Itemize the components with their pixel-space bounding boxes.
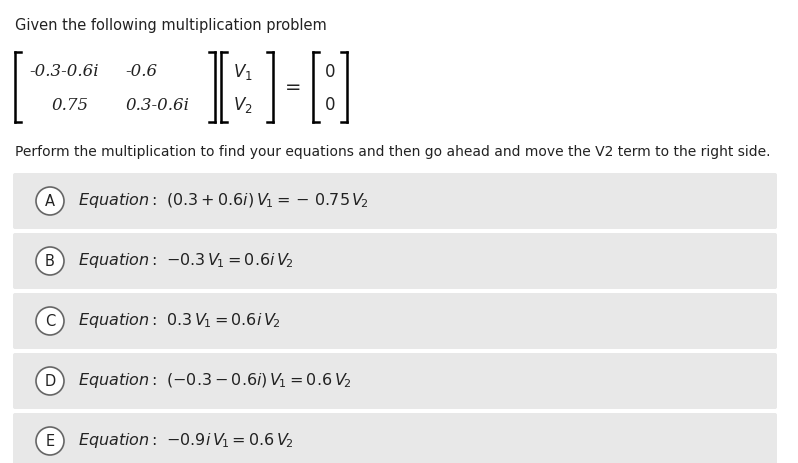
FancyBboxPatch shape [13, 413, 777, 463]
Ellipse shape [36, 367, 64, 395]
Ellipse shape [36, 187, 64, 215]
Text: 0.3-0.6i: 0.3-0.6i [125, 96, 189, 113]
Text: 0: 0 [325, 63, 335, 81]
Ellipse shape [36, 427, 64, 455]
Text: E: E [45, 433, 54, 449]
Text: $\mathit{Equation:}$: $\mathit{Equation:}$ [78, 312, 157, 331]
Text: $\mathit{Equation:}$: $\mathit{Equation:}$ [78, 251, 157, 270]
Text: $\mathit{Equation:}$: $\mathit{Equation:}$ [78, 432, 157, 450]
Text: A: A [45, 194, 55, 208]
Text: =: = [285, 77, 302, 96]
Ellipse shape [36, 247, 64, 275]
Text: Perform the multiplication to find your equations and then go ahead and move the: Perform the multiplication to find your … [15, 145, 771, 159]
Text: 0.75: 0.75 [51, 96, 88, 113]
Text: $0.3\,V_{\!1} = 0.6i\,V_{\!2}$: $0.3\,V_{\!1} = 0.6i\,V_{\!2}$ [156, 312, 280, 330]
FancyBboxPatch shape [13, 173, 777, 229]
Text: 0: 0 [325, 96, 335, 114]
Ellipse shape [36, 307, 64, 335]
Text: $V_1$: $V_1$ [233, 62, 253, 82]
FancyBboxPatch shape [13, 353, 777, 409]
Text: -0.3-0.6i: -0.3-0.6i [29, 63, 99, 81]
Text: $\mathit{Equation:}$: $\mathit{Equation:}$ [78, 192, 157, 211]
Text: D: D [45, 374, 56, 388]
Text: -0.6: -0.6 [125, 63, 157, 81]
Text: $V_2$: $V_2$ [233, 95, 253, 115]
Text: $-0.3\,V_{\!1} = 0.6i\,V_{\!2}$: $-0.3\,V_{\!1} = 0.6i\,V_{\!2}$ [156, 252, 294, 270]
Text: $\mathit{Equation:}$: $\mathit{Equation:}$ [78, 371, 157, 390]
FancyBboxPatch shape [13, 233, 777, 289]
Text: $-0.9i\,V_{\!1} = 0.6\,V_{\!2}$: $-0.9i\,V_{\!1} = 0.6\,V_{\!2}$ [156, 432, 294, 450]
FancyBboxPatch shape [13, 293, 777, 349]
Text: C: C [45, 313, 55, 329]
Text: B: B [45, 254, 55, 269]
Text: Given the following multiplication problem: Given the following multiplication probl… [15, 18, 326, 33]
Text: $(0.3+0.6i)\,V_{\!1} = -\,0.75\,V_{\!2}$: $(0.3+0.6i)\,V_{\!1} = -\,0.75\,V_{\!2}$ [156, 192, 369, 210]
Text: $(-0.3-0.6i)\,V_{\!1} = 0.6\,V_{\!2}$: $(-0.3-0.6i)\,V_{\!1} = 0.6\,V_{\!2}$ [156, 372, 351, 390]
